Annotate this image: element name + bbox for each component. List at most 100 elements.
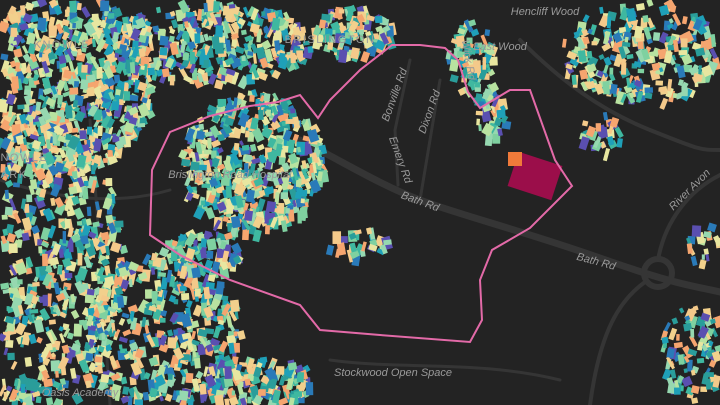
building (5, 140, 15, 154)
building (274, 167, 284, 175)
building (97, 125, 103, 137)
building (41, 122, 52, 132)
building (225, 68, 236, 76)
building (41, 369, 50, 380)
building (285, 118, 295, 124)
building (0, 98, 9, 114)
building (158, 271, 167, 278)
building (215, 25, 224, 38)
building (34, 101, 42, 112)
building (42, 86, 53, 96)
building (202, 18, 208, 26)
building (41, 60, 50, 74)
building (259, 356, 268, 363)
building (263, 93, 271, 102)
building (476, 118, 481, 126)
building (181, 158, 191, 167)
building (84, 293, 95, 304)
building (197, 328, 208, 338)
building (114, 286, 124, 296)
building (147, 67, 155, 76)
building (67, 203, 76, 216)
building (108, 229, 118, 243)
building (332, 231, 342, 244)
building (17, 173, 23, 184)
building (189, 51, 196, 65)
building (87, 324, 97, 332)
building (122, 32, 131, 40)
building (23, 377, 29, 384)
building (673, 387, 681, 395)
building (20, 384, 26, 393)
building (21, 216, 33, 232)
building (55, 292, 66, 302)
building (22, 12, 33, 24)
building (83, 180, 89, 187)
building (237, 330, 246, 341)
building (74, 339, 81, 348)
building (139, 117, 147, 125)
building (28, 150, 35, 159)
building (189, 320, 200, 329)
building (35, 396, 42, 404)
building (107, 306, 117, 313)
building (274, 40, 281, 51)
building (135, 276, 144, 284)
building (311, 152, 319, 164)
building (306, 175, 312, 182)
building (134, 399, 143, 405)
building (249, 95, 255, 103)
building (44, 175, 53, 185)
building (207, 73, 217, 85)
building (233, 331, 238, 337)
road (588, 280, 647, 405)
building (214, 192, 221, 198)
building (69, 87, 79, 95)
building (282, 129, 293, 142)
building (7, 352, 15, 361)
building (350, 47, 360, 60)
building (40, 346, 51, 359)
building (91, 158, 101, 167)
building (62, 90, 71, 98)
building (203, 33, 210, 42)
building (496, 109, 506, 119)
building (180, 292, 190, 301)
building (76, 154, 87, 168)
building (193, 206, 206, 220)
building (62, 231, 67, 244)
building (37, 115, 47, 127)
building (223, 172, 232, 182)
building (295, 178, 302, 188)
building (264, 225, 270, 235)
building (53, 282, 61, 295)
building (195, 141, 203, 155)
building (678, 49, 688, 56)
building (362, 5, 369, 14)
building (235, 195, 244, 209)
building (22, 104, 30, 113)
building (213, 1, 220, 13)
building (658, 87, 666, 93)
building (194, 288, 201, 297)
building (96, 66, 103, 79)
building (243, 42, 249, 51)
building (228, 4, 236, 9)
building (701, 254, 705, 260)
building (131, 46, 140, 59)
building (130, 361, 143, 376)
building (58, 248, 64, 259)
building (189, 63, 196, 74)
building (107, 149, 114, 158)
building (198, 164, 207, 171)
building (93, 138, 103, 152)
building (190, 161, 200, 171)
building (123, 82, 129, 94)
building (704, 371, 714, 378)
building (86, 86, 95, 97)
building (112, 42, 118, 50)
building (40, 34, 50, 45)
building (56, 60, 61, 69)
building (14, 262, 28, 276)
building (58, 55, 67, 65)
